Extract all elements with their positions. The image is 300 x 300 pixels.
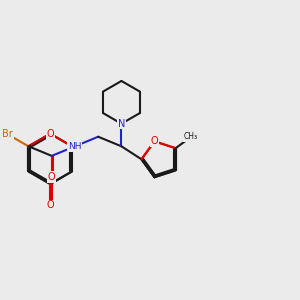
Text: Br: Br <box>2 129 13 140</box>
Text: CH₃: CH₃ <box>184 133 198 142</box>
Text: N: N <box>118 119 125 129</box>
Text: O: O <box>46 200 54 210</box>
Text: N: N <box>118 119 125 129</box>
Text: O: O <box>46 129 54 139</box>
Text: NH: NH <box>68 142 82 151</box>
Text: O: O <box>151 136 158 146</box>
Text: O: O <box>48 172 56 182</box>
